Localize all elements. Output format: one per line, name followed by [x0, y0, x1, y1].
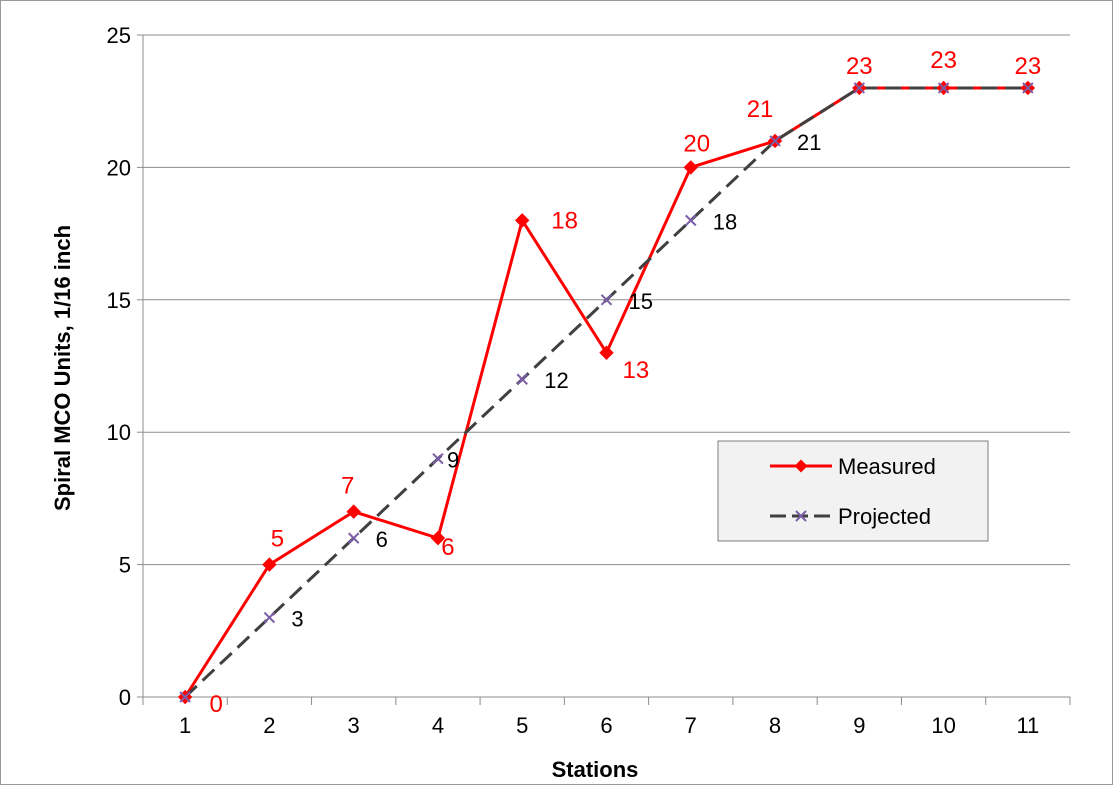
grid-lines [143, 34, 1070, 566]
x-tick-label: 9 [853, 713, 865, 738]
x-tick-label: 7 [685, 713, 697, 738]
measured-data-label: 23 [1015, 53, 1042, 80]
y-tick-label: 25 [107, 23, 131, 48]
measured-point [262, 557, 277, 572]
projected-point [179, 691, 191, 703]
projected-point [853, 82, 866, 94]
y-tick-label: 0 [119, 685, 131, 710]
legend-label-measured: Measured [838, 454, 936, 479]
projected-data-label: 21 [797, 130, 821, 155]
measured-point [346, 504, 361, 519]
measured-data-label: 7 [341, 473, 354, 500]
projected-point [516, 373, 528, 385]
legend-box [717, 440, 989, 542]
measured-point [515, 213, 530, 228]
measured-data-label: 13 [623, 357, 650, 384]
y-tick-label: 5 [119, 553, 131, 578]
projected-data-label: 12 [544, 368, 568, 393]
y-axis-title: Spiral MCO Units, 1/16 inch [50, 225, 75, 511]
projected-data-label: 15 [629, 289, 653, 314]
x-tick-label: 6 [600, 713, 612, 738]
x-tick-label: 3 [348, 713, 360, 738]
x-tick-label: 2 [263, 713, 275, 738]
x-tick-label: 4 [432, 713, 444, 738]
projected-point [1022, 82, 1034, 94]
x-tick-label: 11 [1016, 713, 1039, 738]
measured-data-label: 20 [683, 130, 710, 157]
projected-data-label: 6 [376, 527, 388, 552]
x-tick-label: 1 [179, 713, 191, 738]
projected-point [600, 294, 613, 306]
data-labels: 0 5 7 6 18 13 20 21 23 23 23 3 6 9 12 15 18 21 [209, 47, 1041, 718]
x-tick-label: 5 [516, 713, 528, 738]
legend: Measured Projected [717, 440, 989, 542]
projected-point [347, 532, 360, 544]
x-tick-label: 10 [931, 713, 955, 738]
x-tick-label: 8 [769, 713, 781, 738]
measured-data-label: 18 [551, 207, 578, 234]
measured-data-label: 0 [209, 691, 222, 718]
projected-point [769, 135, 781, 147]
projected-data-label: 18 [713, 209, 737, 234]
legend-marker-measured [794, 459, 808, 473]
measured-point [599, 345, 614, 360]
projected-point [263, 611, 276, 624]
measured-data-label: 6 [441, 534, 454, 561]
measured-point [430, 530, 446, 546]
projected-data-label: 3 [291, 607, 303, 632]
projected-point [432, 452, 444, 465]
measured-data-label: 5 [271, 526, 284, 553]
measured-data-label: 23 [846, 53, 873, 80]
measured-data-label: 21 [747, 96, 774, 123]
y-tick-label: 20 [107, 155, 131, 180]
projected-point [685, 214, 697, 227]
legend-marker-projected [795, 510, 807, 522]
projected-point [937, 82, 950, 94]
projected-data-label: 9 [447, 448, 459, 473]
measured-point [683, 160, 698, 175]
y-tick-label: 15 [107, 288, 131, 313]
y-tick-label: 10 [107, 420, 131, 445]
series [177, 80, 1036, 705]
legend-label-projected: Projected [838, 504, 931, 529]
x-axis-title: Stations [552, 757, 639, 782]
measured-data-label: 23 [930, 47, 957, 74]
